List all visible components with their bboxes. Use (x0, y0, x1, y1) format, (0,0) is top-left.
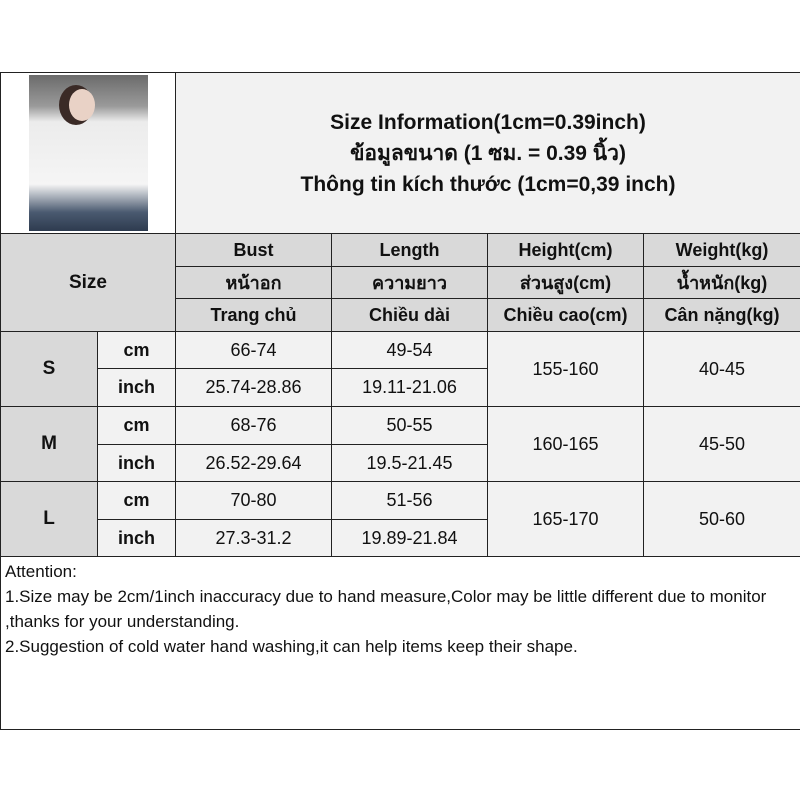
length-inch: 19.5-21.45 (331, 444, 488, 482)
unit-cm: cm (97, 331, 176, 369)
col-bust-th: หน้าอก (175, 266, 332, 299)
unit-cm: cm (97, 481, 176, 520)
height-value: 165-170 (487, 481, 644, 557)
weight-value: 50-60 (642, 481, 800, 557)
col-length-th: ความยาว (331, 266, 488, 299)
notes-cell: Attention: 1.Size may be 2cm/1inch inacc… (0, 556, 800, 730)
table-row: S cm 66-74 49-54 155-160 40-45 (0, 331, 800, 407)
unit-inch: inch (97, 368, 176, 407)
bust-cm: 68-76 (175, 406, 332, 445)
bust-cm: 66-74 (175, 331, 332, 369)
title-vietnamese: Thông tin kích thước (1cm=0,39 inch) (300, 172, 676, 196)
col-height-vi: Chiều cao(cm) (487, 298, 644, 332)
length-inch: 19.89-21.84 (331, 519, 488, 557)
bust-cm: 70-80 (175, 481, 332, 520)
col-weight-vi: Cân nặng(kg) (642, 298, 800, 332)
bust-inch: 25.74-28.86 (175, 368, 332, 407)
length-inch: 19.11-21.06 (331, 368, 488, 407)
height-value: 160-165 (487, 406, 644, 482)
product-photo (28, 75, 148, 231)
unit-inch: inch (97, 519, 176, 557)
bust-inch: 27.3-31.2 (175, 519, 332, 557)
size-label: M (0, 406, 98, 482)
weight-value: 40-45 (642, 331, 800, 407)
table-row: M cm 68-76 50-55 160-165 45-50 (0, 406, 800, 482)
size-chart: Size Information(1cm=0.39inch) ข้อมูลขนา… (0, 72, 800, 730)
note-1: 1.Size may be 2cm/1inch inaccuracy due t… (5, 587, 767, 631)
col-height-th: ส่วนสูง(cm) (487, 266, 644, 299)
table-row: inch 25.74-28.86 19.11-21.06 (1, 368, 800, 407)
title-thai: ข้อมูลขนาด (1 ซม. = 0.39 นิ้ว) (350, 141, 626, 165)
title-cell: Size Information(1cm=0.39inch) ข้อมูลขนา… (174, 72, 800, 234)
product-photo-cell (0, 72, 176, 234)
col-bust-en: Bust (175, 233, 332, 267)
unit-cm: cm (97, 406, 176, 445)
weight-value: 45-50 (642, 406, 800, 482)
height-value: 155-160 (487, 331, 644, 407)
size-label: S (0, 331, 98, 407)
length-cm: 51-56 (331, 481, 488, 520)
size-label: L (0, 481, 98, 557)
note-2: 2.Suggestion of cold water hand washing,… (5, 637, 578, 656)
bust-inch: 26.52-29.64 (175, 444, 332, 482)
col-bust-vi: Trang chủ (175, 298, 332, 332)
col-weight-th: น้ำหนัก(kg) (642, 266, 800, 299)
col-height-en: Height(cm) (487, 233, 644, 267)
table-row: L cm 70-80 51-56 165-170 50-60 (0, 481, 800, 557)
col-length-en: Length (331, 233, 488, 267)
unit-inch: inch (97, 444, 176, 482)
length-cm: 49-54 (331, 331, 488, 369)
size-header: Size (0, 233, 176, 332)
length-cm: 50-55 (331, 406, 488, 445)
table-row: inch 26.52-29.64 19.5-21.45 (1, 444, 800, 482)
size-table: Size Information(1cm=0.39inch) ข้อมูลขนา… (0, 72, 800, 730)
title-english: Size Information(1cm=0.39inch) (330, 110, 646, 134)
notes-heading: Attention: (5, 562, 77, 581)
col-length-vi: Chiều dài (331, 298, 488, 332)
col-weight-en: Weight(kg) (642, 233, 800, 267)
table-row: inch 27.3-31.2 19.89-21.84 (1, 519, 800, 557)
